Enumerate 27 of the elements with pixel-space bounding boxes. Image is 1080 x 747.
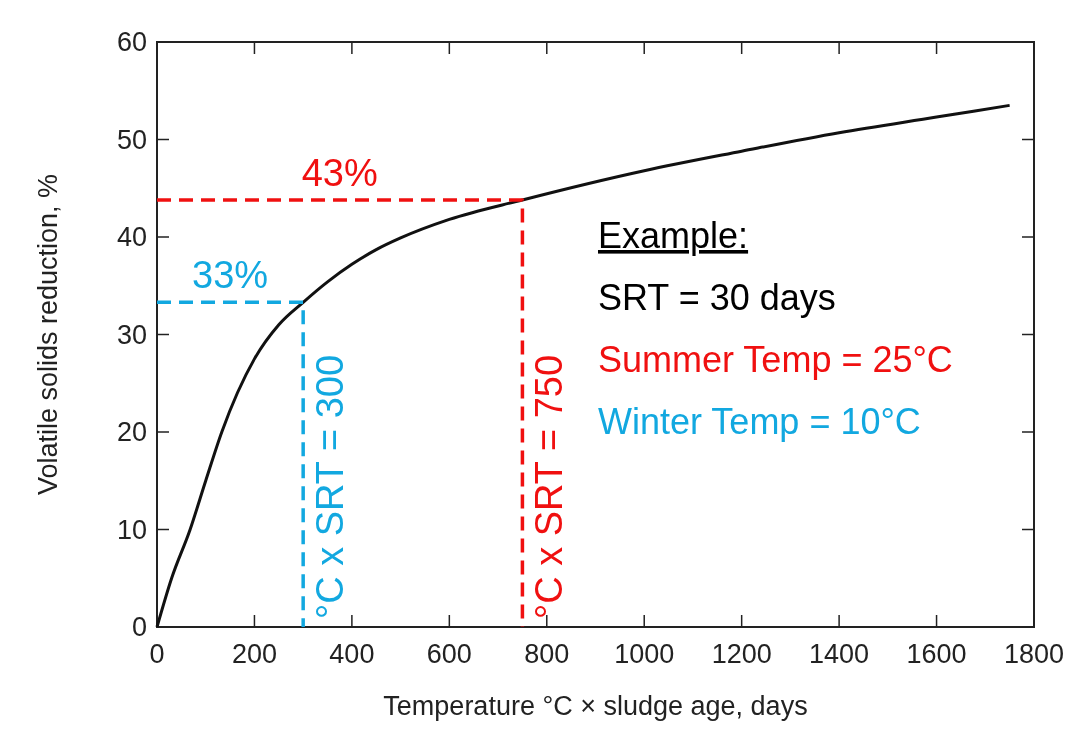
y-tick-label: 60 xyxy=(116,27,147,58)
x-tick-label: 800 xyxy=(524,639,570,669)
x-tick-label: 1600 xyxy=(906,639,967,669)
annotation: Example: xyxy=(598,215,749,256)
annotation: Winter Temp = 10°C xyxy=(598,401,921,442)
annotation: 43% xyxy=(301,151,378,194)
y-tick-label: 30 xyxy=(116,319,147,350)
y-tick-label: 10 xyxy=(116,514,147,545)
x-tick-label: 1400 xyxy=(809,639,870,669)
x-tick-label: 200 xyxy=(231,639,277,669)
annotation: Summer Temp = 25°C xyxy=(598,339,953,380)
line-series xyxy=(155,103,1012,629)
y-tick-label: 0 xyxy=(131,612,147,643)
annotation: 33% xyxy=(192,254,269,297)
y-tick-label: 20 xyxy=(116,417,147,448)
x-axis-title: Temperature °C × sludge age, days xyxy=(383,691,808,721)
annotation: °C x SRT = 300 xyxy=(309,354,352,619)
x-tick-label: 1000 xyxy=(614,639,675,669)
annotation: °C x SRT = 750 xyxy=(528,354,571,619)
x-tick-label: 1800 xyxy=(1003,639,1065,669)
x-tick-label: 400 xyxy=(329,639,375,669)
annotation: SRT = 30 days xyxy=(598,277,836,318)
y-axis-title: Volatile solids reduction, % xyxy=(33,173,63,496)
y-tick-label: 40 xyxy=(116,222,147,253)
x-tick-label: 1200 xyxy=(711,639,772,669)
x-tick-label: 600 xyxy=(426,639,472,669)
y-tick-label: 50 xyxy=(116,124,147,155)
